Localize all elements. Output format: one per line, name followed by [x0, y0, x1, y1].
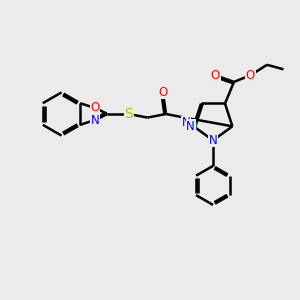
- Text: S: S: [124, 107, 133, 121]
- Text: N: N: [186, 120, 195, 133]
- Text: O: O: [158, 86, 168, 99]
- Text: N: N: [182, 116, 190, 130]
- Text: N: N: [91, 114, 100, 128]
- Text: O: O: [211, 69, 220, 82]
- Text: O: O: [246, 69, 255, 82]
- Text: N: N: [208, 134, 217, 147]
- Text: O: O: [91, 100, 100, 114]
- Text: H: H: [190, 122, 198, 132]
